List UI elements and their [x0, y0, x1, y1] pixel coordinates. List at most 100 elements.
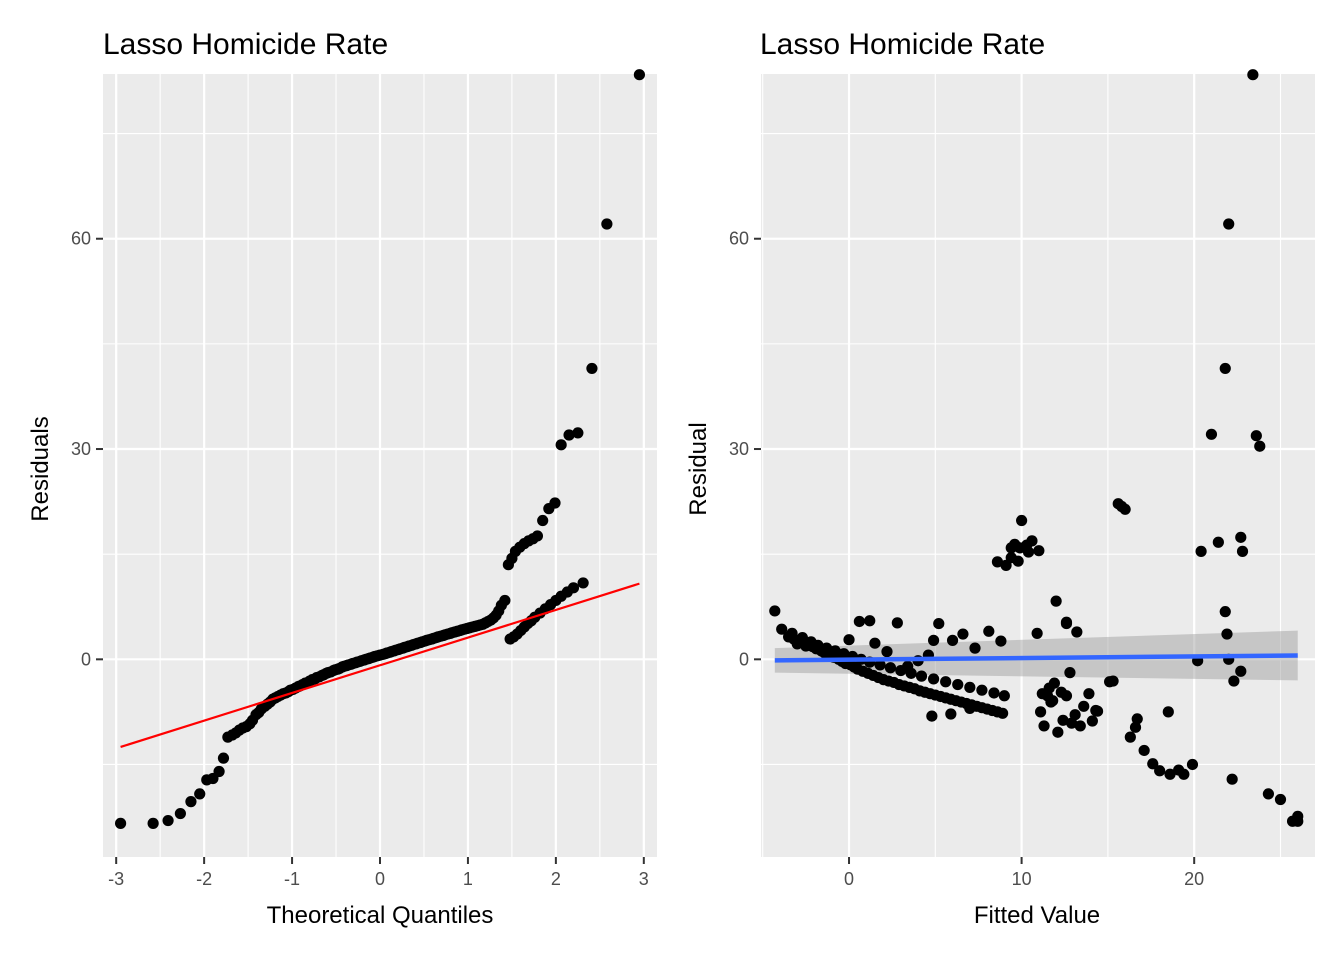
residual-data-point — [957, 628, 969, 640]
qq-data-point — [555, 439, 567, 451]
residual-data-point — [853, 615, 865, 628]
qq-data-point — [114, 817, 127, 829]
residual-data-point — [1235, 531, 1247, 543]
residual-data-point — [1219, 606, 1231, 618]
qq-x-tick-label: -3 — [108, 869, 124, 889]
residual-data-point — [1012, 555, 1024, 567]
qq-data-point — [537, 514, 549, 527]
residual-data-point — [1066, 717, 1078, 729]
residual-data-point — [988, 687, 1000, 699]
residual-data-point — [1236, 545, 1249, 557]
residual-data-point — [1223, 218, 1235, 230]
qq-data-point — [213, 765, 225, 778]
residual-data-point — [1274, 793, 1287, 806]
residual-data-point — [1045, 696, 1057, 708]
residual-data-point — [1031, 627, 1043, 639]
residual-data-point — [933, 617, 945, 630]
qq-data-point — [162, 814, 174, 827]
qq-data-point — [194, 788, 206, 800]
qq-x-tick-label: -2 — [196, 869, 212, 889]
residual-data-point — [991, 556, 1004, 568]
residual-data-point — [1069, 709, 1081, 721]
residual-y-tick-label: 30 — [729, 439, 749, 459]
qq-x-tick-label: 2 — [551, 869, 561, 889]
qq-x-tick-label: 0 — [375, 869, 385, 889]
residual-x-tick-label: 20 — [1184, 869, 1204, 889]
residual-data-point — [998, 690, 1010, 702]
residual-data-point — [1131, 713, 1143, 725]
residual-data-point — [1162, 706, 1174, 718]
residual-data-point — [1107, 675, 1119, 687]
residual-data-point — [1055, 686, 1067, 698]
residual-data-point — [1074, 720, 1086, 732]
residual-plot-title: Lasso Homicide Rate — [760, 28, 1045, 61]
residual-data-point — [940, 676, 952, 688]
residual-y-tick-label: 0 — [739, 649, 749, 669]
qq-reference-line — [120, 582, 640, 748]
residual-data-point — [1147, 758, 1159, 770]
residual-data-point — [1226, 773, 1238, 785]
residual-data-point — [983, 625, 995, 637]
residual-data-point — [1247, 69, 1259, 81]
residual-data-point — [800, 640, 812, 652]
qq-data-point — [147, 817, 159, 829]
residual-data-point — [1064, 667, 1076, 679]
residual-data-point — [952, 678, 964, 691]
residual-data-point — [1254, 440, 1266, 452]
residual-data-point — [1205, 428, 1218, 440]
qq-data-point — [563, 429, 575, 441]
residual-y-tick-label: 60 — [729, 229, 749, 249]
qq-data-point — [174, 807, 186, 820]
residual-data-point — [843, 634, 855, 646]
qq-data-point — [572, 427, 584, 439]
residual-data-point — [838, 648, 850, 660]
qq-data-point — [601, 218, 613, 230]
residual-data-point — [826, 648, 838, 661]
residual-data-point — [1195, 545, 1207, 557]
qq-plot-y-axis-label: Residuals — [27, 416, 54, 521]
residual-data-point — [1250, 430, 1262, 442]
qq-y-tick-label: 30 — [71, 439, 91, 459]
residual-data-point — [964, 681, 976, 693]
residual-data-point — [1262, 788, 1275, 800]
qq-data-point — [217, 752, 230, 764]
residual-data-point — [1221, 628, 1233, 640]
residual-data-point — [1033, 545, 1045, 557]
qq-data-point — [499, 594, 511, 607]
residual-data-point — [786, 627, 798, 639]
residual-data-point — [1060, 616, 1073, 628]
residual-data-point — [1292, 815, 1304, 827]
residual-data-point — [926, 710, 938, 722]
residual-data-point — [1078, 700, 1090, 712]
qq-x-tick-label: 3 — [639, 869, 649, 889]
residual-data-point — [1021, 539, 1033, 551]
residual-data-point — [1129, 721, 1142, 733]
residual-data-point — [1186, 758, 1199, 771]
residual-data-point — [864, 615, 876, 627]
residual-data-point — [1050, 595, 1062, 607]
residual-data-point — [902, 660, 914, 672]
smooth-fit-line — [774, 653, 1298, 663]
residual-data-point — [869, 637, 881, 649]
qq-data-point — [586, 362, 598, 375]
residual-data-point — [891, 617, 903, 629]
qq-plot-title: Lasso Homicide Rate — [103, 28, 388, 61]
qq-data-point — [531, 530, 544, 542]
residual-data-point — [927, 673, 940, 685]
qq-data-point — [549, 497, 561, 509]
residual-data-point — [1034, 706, 1047, 718]
qq-x-tick-label: 1 — [463, 869, 473, 889]
residual-data-point — [1091, 705, 1104, 717]
residual-data-point — [1052, 726, 1064, 738]
residual-data-point — [1154, 765, 1166, 777]
residual-plot-y-axis-label: Residual — [685, 422, 712, 515]
residual-data-point — [964, 702, 976, 714]
qq-data-point — [577, 577, 589, 589]
residual-data-point — [1005, 542, 1017, 554]
residual-x-tick-label: 0 — [844, 869, 854, 889]
residual-data-point — [817, 646, 829, 658]
residual-data-point — [1057, 714, 1069, 726]
residual-data-point — [881, 646, 893, 658]
